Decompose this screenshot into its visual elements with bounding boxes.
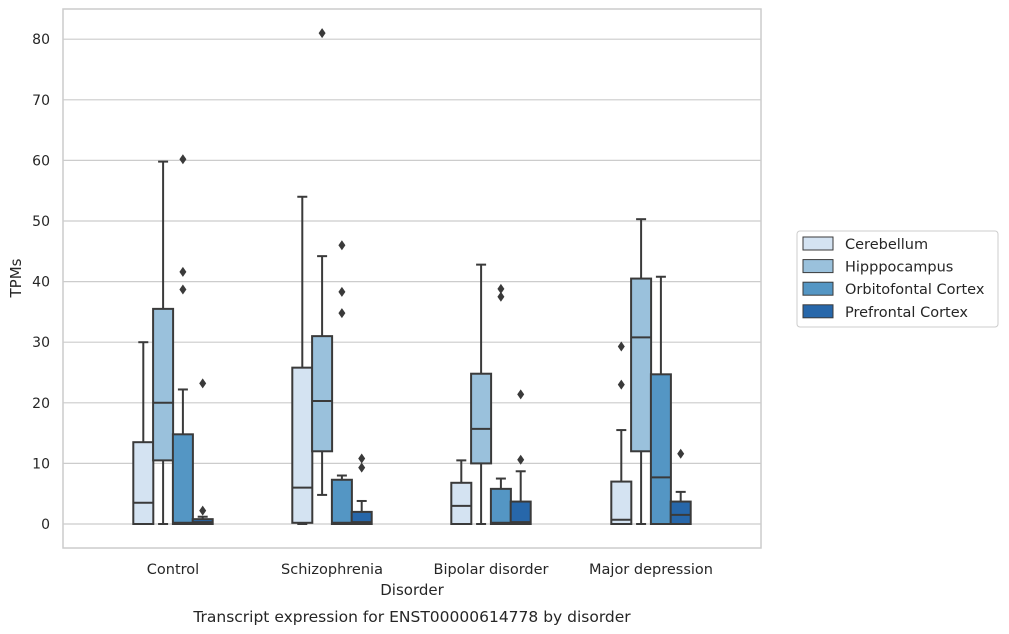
box-body <box>330 478 353 525</box>
x-tick-label: Control <box>147 562 199 578</box>
box-3-0 <box>191 378 214 525</box>
legend-swatch <box>802 259 834 274</box>
box-body <box>649 373 672 525</box>
box-2-2 <box>489 283 512 525</box>
box-body <box>291 366 314 524</box>
outlier-point <box>199 378 207 389</box>
y-tick-label: 50 <box>32 214 50 230</box>
box-2-0 <box>171 154 194 526</box>
box-1-0 <box>152 160 175 525</box>
outlier-point <box>338 308 346 319</box>
box-1-3 <box>630 218 653 525</box>
y-tick-label: 60 <box>32 153 50 169</box>
chart-caption: Transcript expression for ENST0000061477… <box>192 608 631 626</box>
outlier-point <box>179 284 187 295</box>
y-tick-label: 40 <box>32 275 50 291</box>
y-axis-label: TPMs <box>7 258 25 298</box>
boxes <box>132 28 692 526</box>
x-axis-label: Disorder <box>380 581 444 599</box>
box-3-2 <box>509 389 532 526</box>
outlier-point <box>318 28 326 39</box>
legend-swatch <box>802 236 834 251</box>
outlier-point <box>517 389 525 400</box>
box-2-1 <box>330 240 353 525</box>
y-tick-labels: 0 10 20 30 40 50 60 70 80 <box>32 32 50 533</box>
box-body <box>171 433 194 526</box>
box-0-1 <box>291 195 314 525</box>
box-body <box>489 487 512 525</box>
box-0-2 <box>450 459 473 525</box>
y-tick-label: 0 <box>41 517 50 533</box>
y-tick-label: 10 <box>32 456 50 472</box>
box-3-3 <box>669 448 692 526</box>
outlier-point <box>617 379 625 390</box>
box-body <box>350 510 373 526</box>
legend-items: Cerebellum Hipppocampus Orbitofontal Corte… <box>802 236 985 321</box>
outlier-point <box>338 286 346 297</box>
outlier-point <box>617 341 625 352</box>
y-tick-label: 70 <box>32 93 50 109</box>
outlier-point <box>497 283 505 294</box>
legend-label: Cerebellum <box>845 237 928 253</box>
box-0-0 <box>132 341 155 525</box>
legend: Cerebellum Hipppocampus Orbitofontal Corte… <box>796 230 999 328</box>
legend-label: Orbitofontal Cortex <box>845 282 985 298</box>
outlier-point <box>497 291 505 302</box>
y-tick-label: 30 <box>32 335 50 351</box>
outlier-point <box>358 462 366 473</box>
legend-label: Prefrontal Cortex <box>845 305 968 321</box>
box-2-3 <box>649 275 672 525</box>
box-0-3 <box>610 341 633 525</box>
y-tick-label: 80 <box>32 32 50 48</box>
outlier-point <box>677 448 685 459</box>
legend-label: Hipppocampus <box>845 260 953 276</box>
box-body <box>450 481 473 525</box>
x-tick-labels: Control Schizophrenia Bipolar disorder Majo… <box>147 562 713 578</box>
outlier-point <box>338 240 346 251</box>
legend-swatch <box>802 281 834 296</box>
outlier-point <box>179 266 187 277</box>
x-tick-label: Major depression <box>589 562 713 578</box>
box-body <box>132 441 155 525</box>
y-tick-label: 20 <box>32 396 50 412</box>
legend-swatch <box>802 304 834 319</box>
legend-frame <box>796 230 999 328</box>
box-1-1 <box>311 28 334 496</box>
outlier-point <box>179 154 187 165</box>
plot-area-frame <box>62 8 762 549</box>
box-3-1 <box>350 453 373 526</box>
outlier-point <box>517 454 525 465</box>
box-body <box>630 277 653 453</box>
box-body <box>610 480 633 525</box>
x-tick-label: Bipolar disorder <box>434 562 549 578</box>
box-body <box>152 307 175 462</box>
box-body <box>509 500 532 526</box>
box-body <box>470 372 493 465</box>
outlier-point <box>358 453 366 464</box>
x-tick-label: Schizophrenia <box>281 562 383 578</box>
outlier-point <box>199 505 207 516</box>
box-body <box>669 500 692 526</box>
box-1-2 <box>470 263 493 525</box>
box-body <box>311 335 334 453</box>
